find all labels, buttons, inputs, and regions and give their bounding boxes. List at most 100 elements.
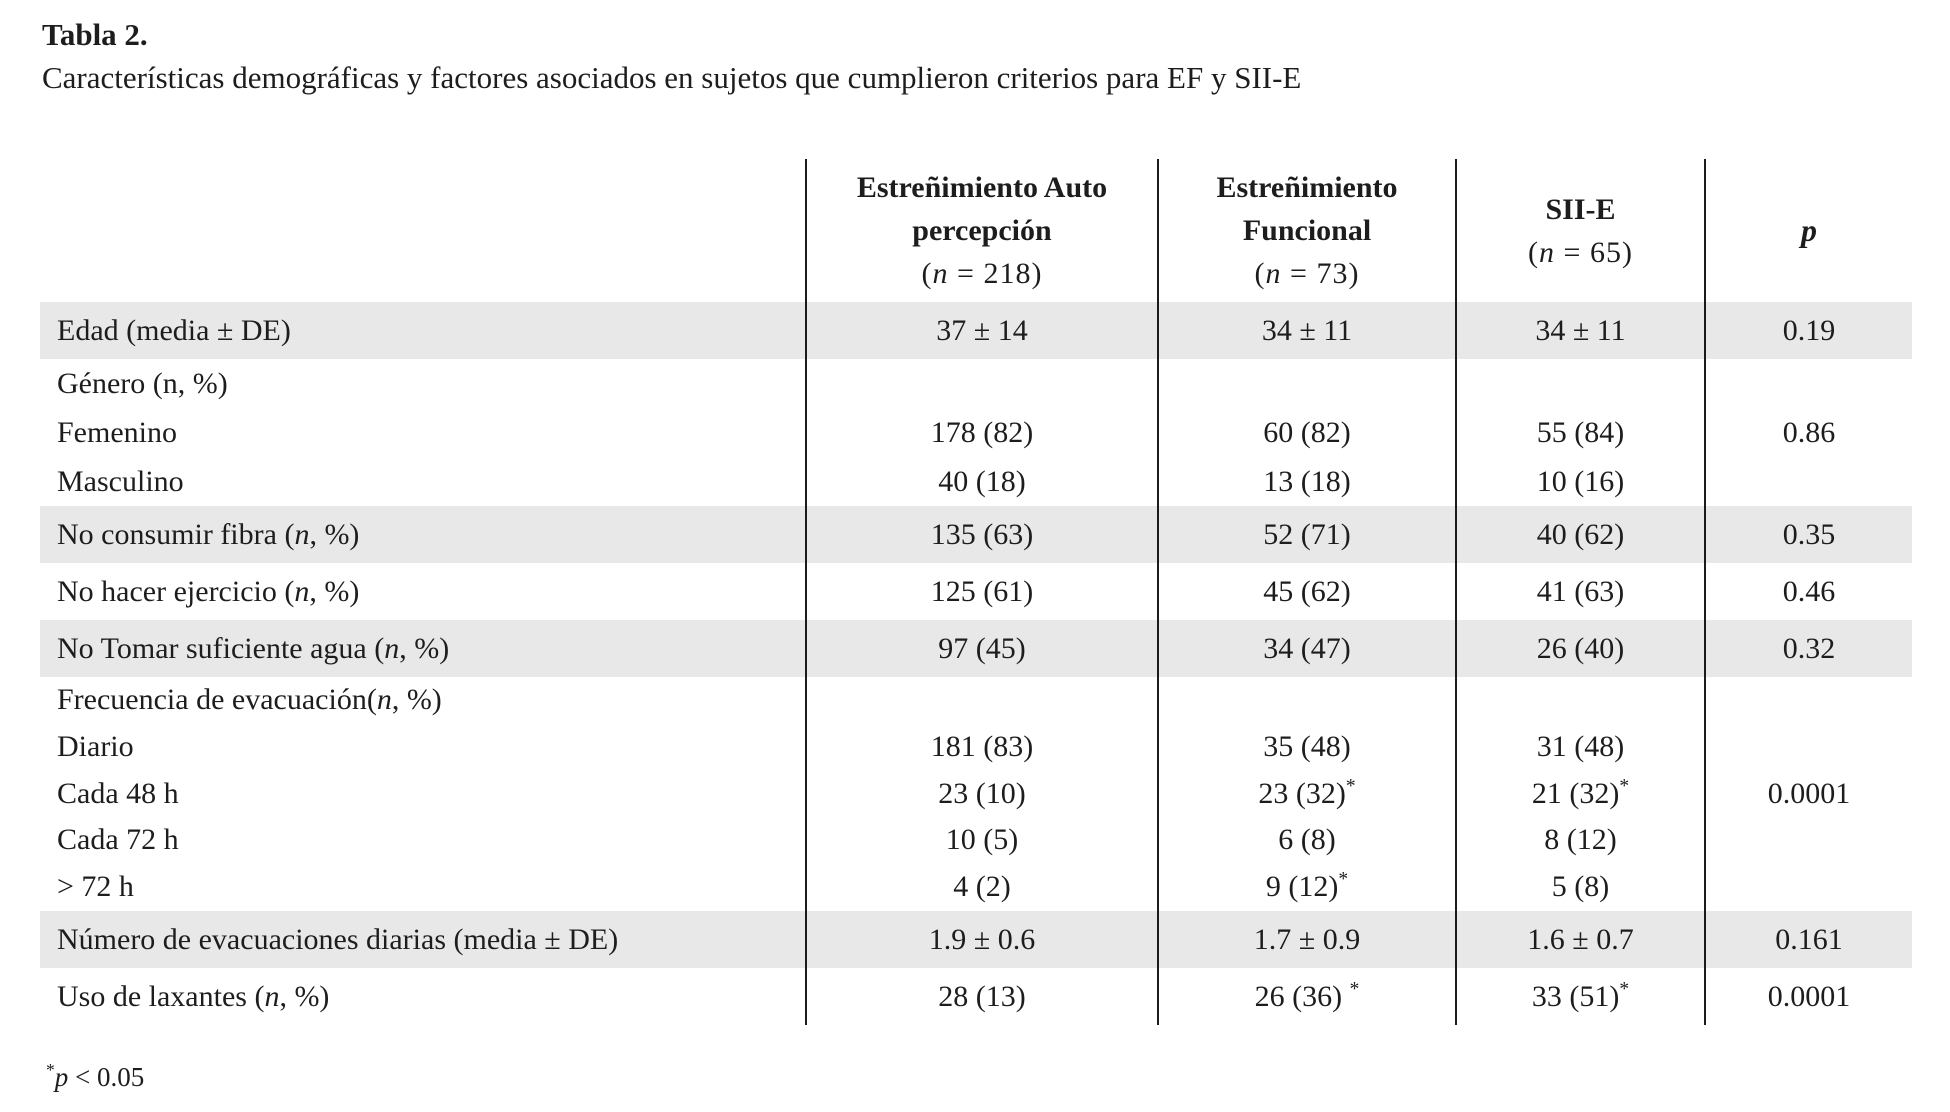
value-cell: 28 (13) (805, 968, 1157, 1025)
value-line: 55 (84) (1536, 416, 1625, 449)
footnote-text: p < 0.05 (54, 1062, 145, 1092)
row-label-line: No hacer ejercicio (n, %) (57, 574, 360, 608)
header-line: Funcional (1242, 214, 1372, 247)
p-value-cell: 0.46 (1704, 563, 1912, 620)
value-line: 4 (2) (953, 870, 1011, 904)
p-value-cell: 0.86 (1704, 359, 1912, 506)
value-line: 45 (62) (1263, 574, 1351, 608)
value-cell: 178 (82) 40 (18) (805, 359, 1157, 506)
value-line: 52 (71) (1263, 517, 1351, 551)
row-label: Uso de laxantes (n, %) (40, 968, 805, 1025)
p-value-cell: 0.0001 (1704, 677, 1912, 911)
row-label: No hacer ejercicio (n, %) (40, 563, 805, 620)
value-line: 125 (61) (930, 574, 1034, 608)
table-row: No consumir fibra (n, %) 135 (63) 52 (71) 4… (40, 506, 1912, 563)
value-line: 23 (10) (938, 776, 1026, 810)
value-cell: 52 (71) (1157, 506, 1455, 563)
value-line (978, 677, 986, 724)
value-line (1303, 359, 1311, 408)
data-table: Estreñimiento Auto percepción (n = 218) Est… (40, 159, 1912, 1025)
p-value: 0.0001 (1767, 979, 1851, 1013)
header-line: (n = 65) (1528, 235, 1633, 269)
row-label-line: > 72 h (57, 870, 134, 904)
header-cell: SII-E (n = 65) (1455, 159, 1704, 302)
value-line: 40 (18) (938, 465, 1026, 498)
p-value-cell: 0.0001 (1704, 968, 1912, 1025)
value-line: 13 (18) (1263, 465, 1351, 498)
row-label-line: Uso de laxantes (n, %) (57, 979, 330, 1013)
value-cell: 181 (83) 23 (10) 10 (5) 4 (2) (805, 677, 1157, 911)
value-line: 34 ± 11 (1261, 313, 1353, 347)
header-cell: Estreñimiento Auto percepción (n = 218) (805, 159, 1157, 302)
table-row: Frecuencia de evacuación(n, %) Diario Cada… (40, 677, 1912, 911)
header-line: p (1801, 212, 1817, 248)
row-label: Género (n, %) Femenino Masculino (40, 359, 805, 506)
value-line (978, 359, 986, 408)
value-line: 1.6 ± 0.7 (1527, 922, 1634, 956)
value-line: 31 (48) (1536, 729, 1625, 763)
value-cell: 41 (63) (1455, 563, 1704, 620)
header-line: percepción (912, 214, 1052, 247)
value-line: 35 (48) (1263, 729, 1351, 763)
value-line: 26 (40) (1536, 631, 1625, 665)
value-line: 135 (63) (930, 517, 1034, 551)
value-line: 40 (62) (1536, 517, 1625, 551)
value-cell: 34 ± 11 (1157, 302, 1455, 359)
value-cell: 35 (48) 23 (32)* 6 (8) 9 (12)* (1157, 677, 1455, 911)
value-line (1577, 677, 1585, 724)
value-line (1303, 677, 1311, 724)
value-line (1577, 359, 1585, 408)
row-label: No Tomar suficiente agua (n, %) (40, 620, 805, 677)
table-title: Tabla 2. (42, 17, 148, 52)
value-line: 181 (83) (930, 729, 1034, 763)
value-cell: 26 (40) (1455, 620, 1704, 677)
row-label-line: Género (n, %) (57, 367, 228, 400)
value-line: 10 (16) (1536, 465, 1625, 498)
row-label-line: Cada 48 h (57, 776, 179, 810)
table-row: No hacer ejercicio (n, %) 125 (61) 45 (62)… (40, 563, 1912, 620)
row-label-line: Edad (media ± DE) (57, 313, 291, 347)
p-value: 0.86 (1782, 416, 1836, 449)
row-label: No consumir fibra (n, %) (40, 506, 805, 563)
header-line: (n = 73) (1254, 257, 1360, 290)
p-value-cell: 0.35 (1704, 506, 1912, 563)
p-value: 0.161 (1775, 922, 1843, 956)
value-line: 28 (13) (938, 979, 1026, 1013)
table-row: Edad (media ± DE) 37 ± 14 34 ± 11 34 ± 11 0.… (40, 302, 1912, 359)
value-cell: 40 (62) (1455, 506, 1704, 563)
table-row: Uso de laxantes (n, %) 28 (13) 26 (36) * 33… (40, 968, 1912, 1025)
p-value-cell: 0.161 (1704, 911, 1912, 968)
header-cell-empty (40, 159, 805, 302)
row-label-line: Diario (57, 729, 134, 763)
value-line: 178 (82) (930, 416, 1034, 449)
p-value-cell: 0.32 (1704, 620, 1912, 677)
footnote-star: * (46, 1060, 55, 1080)
header-line: Estreñimiento (1216, 171, 1398, 204)
row-label: Frecuencia de evacuación(n, %) Diario Cada… (40, 677, 805, 911)
row-label-line: No Tomar suficiente agua (n, %) (57, 631, 450, 665)
value-line: 97 (45) (938, 631, 1026, 665)
p-value: 0.19 (1782, 313, 1836, 347)
table-caption: Tabla 2. Características demográficas y … (42, 14, 1301, 100)
value-line: 34 (47) (1263, 631, 1351, 665)
p-value: 0.0001 (1767, 776, 1851, 810)
row-label-line: Femenino (57, 416, 177, 449)
row-label: Edad (media ± DE) (40, 302, 805, 359)
value-line: 21 (32)* (1531, 775, 1630, 810)
footnote: *p < 0.05 (46, 1060, 145, 1093)
value-cell: 45 (62) (1157, 563, 1455, 620)
value-line: 26 (36) * (1254, 978, 1360, 1013)
header-line: SII-E (1545, 192, 1616, 226)
value-line: 41 (63) (1536, 574, 1625, 608)
value-cell: 34 ± 11 (1455, 302, 1704, 359)
value-cell: 97 (45) (805, 620, 1157, 677)
value-cell: 33 (51)* (1455, 968, 1704, 1025)
header-line: (n = 218) (921, 257, 1043, 290)
table-header-row: Estreñimiento Auto percepción (n = 218) Est… (40, 159, 1912, 302)
header-cell: Estreñimiento Funcional (n = 73) (1157, 159, 1455, 302)
row-label-line: Masculino (57, 465, 184, 498)
value-line: 37 ± 14 (936, 313, 1028, 347)
value-line: 33 (51)* (1531, 978, 1630, 1013)
value-line: 8 (12) (1544, 823, 1617, 857)
value-line: 60 (82) (1263, 416, 1351, 449)
